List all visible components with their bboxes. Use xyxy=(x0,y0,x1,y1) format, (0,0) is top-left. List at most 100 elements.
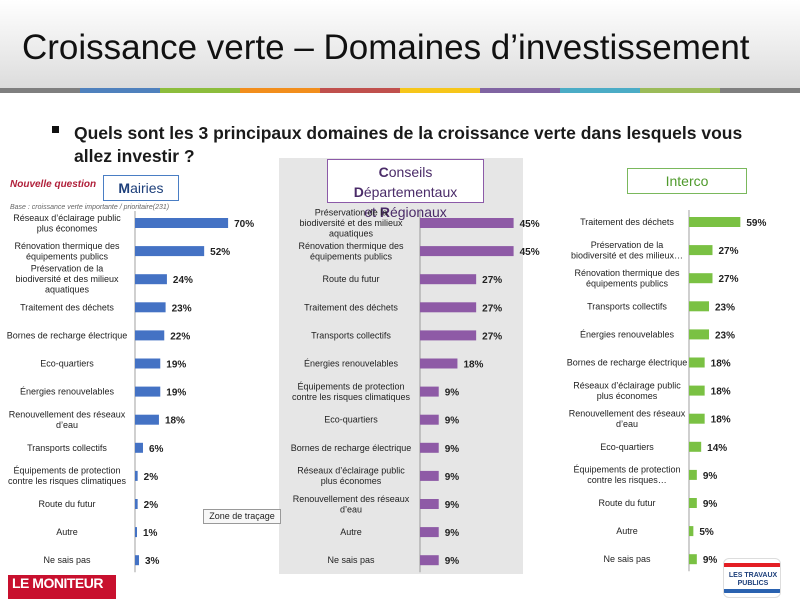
category-label: Eco-quartiers xyxy=(40,359,94,369)
category-label: Route du futur xyxy=(598,498,655,508)
chart-mairies: 70% Réseaux d’éclairage public plus économ… xyxy=(7,211,254,573)
category-label: Équipements de protection contre les risq… xyxy=(573,465,680,486)
bar-value-label: 14% xyxy=(707,443,727,454)
color-bar-segment xyxy=(560,88,640,93)
bar xyxy=(689,441,702,452)
bar xyxy=(135,330,165,341)
bar-value-label: 19% xyxy=(166,360,186,371)
category-label: Traitement des déchets xyxy=(580,217,674,227)
color-bar-segment xyxy=(480,88,560,93)
bar xyxy=(420,246,514,257)
bar-value-label: 9% xyxy=(703,471,718,482)
bar xyxy=(420,330,477,341)
bar xyxy=(135,218,229,228)
category-label: Transports collectifs xyxy=(311,330,391,340)
category-label: Bornes de recharge électrique xyxy=(291,443,412,453)
bar xyxy=(689,554,697,565)
bar-value-label: 9% xyxy=(445,528,460,539)
question-text: Quels sont les 3 principaux domaines de … xyxy=(74,123,743,166)
page-title: Croissance verte – Domaines d’investisse… xyxy=(22,28,750,67)
bar xyxy=(135,442,143,453)
bar-value-label: 27% xyxy=(482,275,502,286)
bar xyxy=(689,413,705,424)
bar-value-label: 27% xyxy=(482,303,502,314)
bar-value-label: 27% xyxy=(718,246,738,257)
category-label: Préservation de la biodiversité et des mi… xyxy=(571,240,683,261)
bar xyxy=(689,357,705,368)
category-label: Eco-quartiers xyxy=(324,415,378,425)
bar-value-label: 2% xyxy=(144,472,159,483)
category-label: Réseaux d’éclairage public plus économes xyxy=(297,466,405,487)
bar xyxy=(689,498,697,508)
bar-value-label: 9% xyxy=(445,444,460,455)
bar xyxy=(689,526,694,537)
category-label: Bornes de recharge électrique xyxy=(567,358,688,368)
category-label: Préservation de la biodiversité et des mi… xyxy=(15,264,119,295)
bar xyxy=(689,273,713,284)
new-question-label: Nouvelle question xyxy=(10,179,97,190)
mairies-title: Mairies xyxy=(103,175,179,201)
bar-value-label: 23% xyxy=(715,302,735,313)
category-label: Équipements de protection contre les risq… xyxy=(8,466,127,487)
color-bar-segment xyxy=(320,88,400,93)
color-bar-segment xyxy=(160,88,240,93)
chart-cd: 45% Préservation de la biodiversité et des… xyxy=(291,208,540,573)
bar-value-label: 18% xyxy=(463,360,483,371)
bar xyxy=(689,469,697,480)
color-bar-segment xyxy=(0,88,80,93)
color-bar-segment xyxy=(80,88,160,93)
bar xyxy=(135,274,167,285)
mairies-title-rest: airies xyxy=(130,180,164,196)
color-bar-segment xyxy=(240,88,320,93)
travaux-publics-logo-text: LES TRAVAUX PUBLICS xyxy=(728,572,778,587)
bar xyxy=(689,301,710,312)
bar-value-label: 5% xyxy=(699,527,714,538)
cd-title: Conseils Départementaux et Régionaux xyxy=(327,159,484,220)
category-label: Eco-quartiers xyxy=(600,442,654,452)
category-label: Renouvellement des réseaux d’eau xyxy=(569,408,686,429)
category-label: Autre xyxy=(340,527,362,537)
bar-value-label: 59% xyxy=(746,218,766,229)
category-label: Ne sais pas xyxy=(327,555,375,565)
bar xyxy=(420,527,439,538)
bar-value-label: 52% xyxy=(210,247,230,258)
le-moniteur-logo-band xyxy=(8,593,116,599)
bar-value-label: 45% xyxy=(520,219,540,230)
category-label: Traitement des déchets xyxy=(304,302,398,312)
category-label: Rénovation thermique des équipements publ… xyxy=(298,241,404,262)
category-label: Énergies renouvelables xyxy=(20,387,115,397)
bar xyxy=(135,499,138,509)
bar xyxy=(689,329,710,340)
bar-value-label: 9% xyxy=(703,555,718,566)
bar xyxy=(420,470,439,481)
bar-value-label: 27% xyxy=(718,274,738,285)
category-label: Renouvellement des réseaux d’eau xyxy=(9,409,126,430)
bar-value-label: 27% xyxy=(482,331,502,342)
category-label: Autre xyxy=(56,527,78,537)
category-label: Route du futur xyxy=(322,274,379,284)
bar-value-label: 18% xyxy=(165,416,185,427)
bar xyxy=(135,527,137,538)
bar xyxy=(420,555,439,566)
plot-area-tooltip: Zone de traçage xyxy=(203,509,281,524)
bar xyxy=(420,218,514,228)
category-label: Énergies renouvelables xyxy=(304,359,399,369)
bar xyxy=(420,302,477,313)
bar xyxy=(420,499,439,509)
bar-value-label: 9% xyxy=(445,416,460,427)
bar xyxy=(135,555,139,566)
interco-title: Interco xyxy=(627,168,747,194)
bar xyxy=(135,386,161,397)
bar xyxy=(420,274,477,285)
category-label: Réseaux d’éclairage public plus économes xyxy=(573,380,681,401)
bar-value-label: 23% xyxy=(172,303,192,314)
bar xyxy=(689,245,713,256)
bar-value-label: 1% xyxy=(143,528,158,539)
bar-value-label: 9% xyxy=(445,556,460,567)
bar-value-label: 45% xyxy=(520,247,540,258)
category-label: Route du futur xyxy=(38,499,95,509)
category-label: Ne sais pas xyxy=(603,554,651,564)
category-label: Équipements de protection contre les risq… xyxy=(292,381,411,402)
bar-value-label: 19% xyxy=(166,388,186,399)
